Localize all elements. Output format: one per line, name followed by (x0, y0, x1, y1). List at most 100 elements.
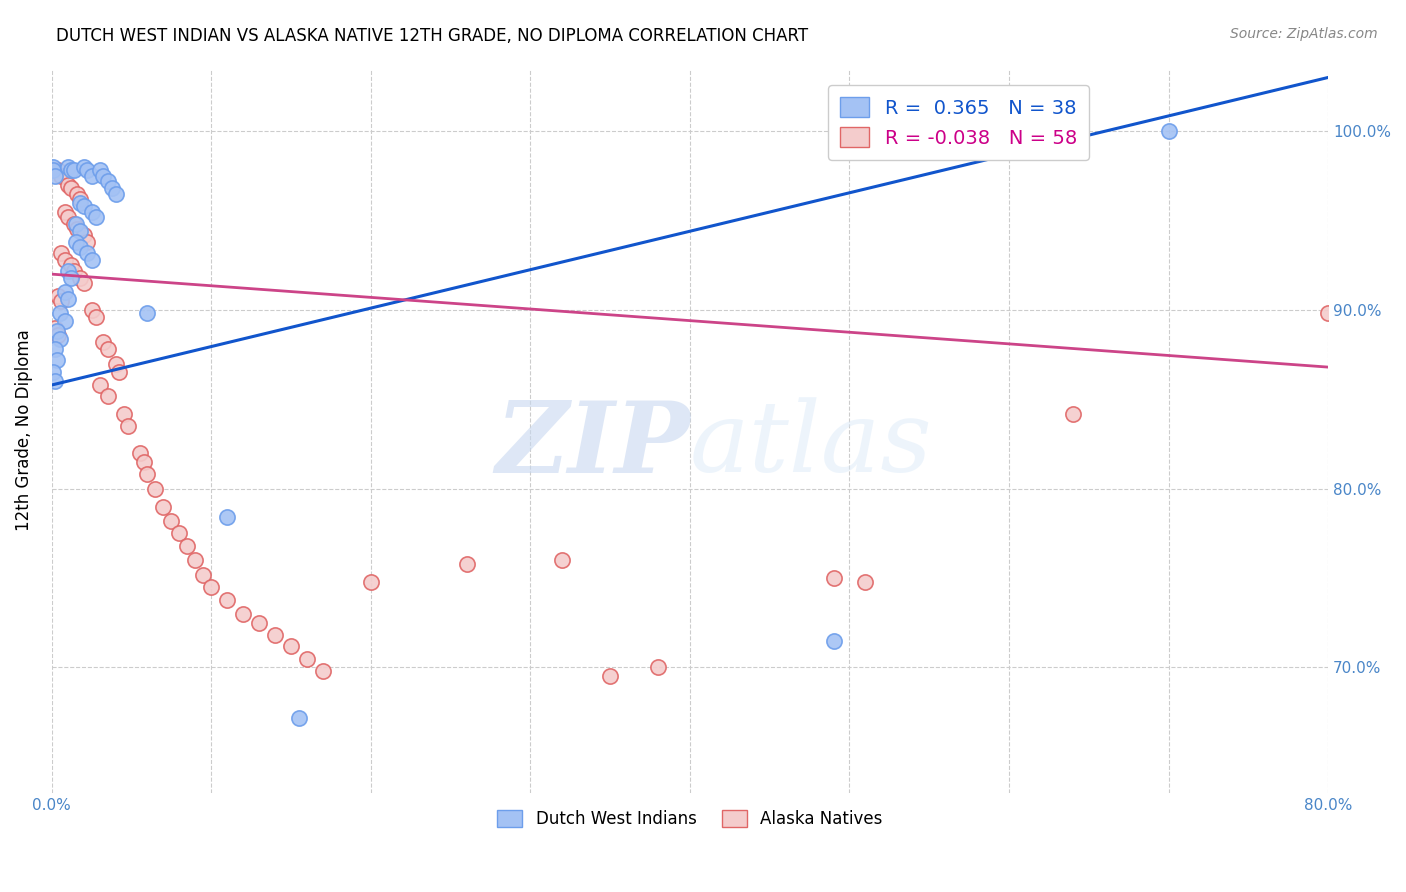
Point (97, 343, 120, 357)
Y-axis label: 12th Grade, No Diploma: 12th Grade, No Diploma (15, 330, 32, 532)
Point (117, 419, 139, 434)
Point (91, 169, 114, 183)
Text: ZIP: ZIP (495, 397, 690, 493)
Point (44, 343, 66, 357)
Point (145, 482, 167, 496)
Point (823, 571, 845, 585)
Point (53, 252, 76, 267)
Point (69, 224, 91, 238)
Point (295, 651, 318, 665)
Point (73, 199, 96, 213)
Point (97, 389, 120, 403)
Point (136, 306, 159, 320)
Point (104, 357, 127, 371)
Point (152, 500, 174, 514)
Point (69, 240, 91, 254)
Point (86, 210, 108, 224)
Point (80, 302, 103, 317)
Text: DUTCH WEST INDIAN VS ALASKA NATIVE 12TH GRADE, NO DIPLOMA CORRELATION CHART: DUTCH WEST INDIAN VS ALASKA NATIVE 12TH … (56, 27, 808, 45)
Point (45, 353, 67, 368)
Point (46, 163, 69, 178)
Point (42, 163, 65, 178)
Point (73, 227, 96, 242)
Point (69, 195, 91, 210)
Point (63, 263, 86, 277)
Point (232, 607, 254, 621)
Point (56, 210, 79, 224)
Point (69, 192, 91, 206)
Point (80, 252, 103, 267)
Point (280, 639, 302, 653)
Point (104, 186, 127, 201)
Point (56, 292, 79, 306)
Point (91, 334, 114, 349)
Point (456, 557, 478, 571)
Point (73, 160, 96, 174)
Point (42, 366, 65, 380)
Point (59, 163, 82, 178)
Point (101, 181, 124, 195)
Point (112, 407, 135, 421)
Point (551, 553, 574, 567)
Point (59, 181, 82, 195)
Point (107, 366, 129, 380)
Point (647, 660, 669, 674)
Point (66, 186, 89, 201)
Point (1157, 124, 1180, 138)
Point (855, 574, 877, 589)
Point (136, 467, 159, 482)
Point (63, 217, 86, 231)
Point (86, 310, 108, 324)
Point (45, 324, 67, 338)
Point (89, 378, 111, 392)
Point (65, 235, 87, 249)
Point (69, 270, 91, 285)
Point (46, 327, 69, 342)
Point (823, 633, 845, 648)
Point (312, 664, 335, 678)
Point (128, 446, 150, 460)
Point (51, 169, 73, 183)
Point (44, 320, 66, 334)
Point (44, 375, 66, 389)
Point (53, 204, 76, 219)
Point (59, 270, 82, 285)
Point (160, 514, 183, 528)
Point (73, 276, 96, 290)
Point (80, 169, 103, 183)
Point (76, 245, 98, 260)
Point (184, 553, 207, 567)
Point (217, 510, 239, 524)
Point (169, 526, 191, 541)
Point (1317, 306, 1340, 320)
Point (48, 331, 70, 345)
Point (56, 178, 79, 192)
Legend: Dutch West Indians, Alaska Natives: Dutch West Indians, Alaska Natives (491, 804, 889, 835)
Point (76, 235, 98, 249)
Point (63, 163, 86, 178)
Point (76, 163, 98, 178)
Point (56, 160, 79, 174)
Point (247, 615, 270, 630)
Point (1062, 407, 1084, 421)
Point (134, 455, 156, 469)
Point (288, 710, 311, 724)
Text: Source: ZipAtlas.com: Source: ZipAtlas.com (1230, 27, 1378, 41)
Point (89, 163, 111, 178)
Point (42, 160, 65, 174)
Point (80, 204, 103, 219)
Point (200, 580, 222, 594)
Point (44, 169, 66, 183)
Point (176, 539, 198, 553)
Point (65, 217, 87, 231)
Point (360, 574, 382, 589)
Point (66, 222, 89, 236)
Point (97, 174, 120, 188)
Text: atlas: atlas (690, 398, 932, 492)
Point (59, 258, 82, 272)
Point (217, 592, 239, 607)
Point (51, 245, 73, 260)
Point (56, 263, 79, 277)
Point (599, 669, 621, 683)
Point (51, 293, 73, 308)
